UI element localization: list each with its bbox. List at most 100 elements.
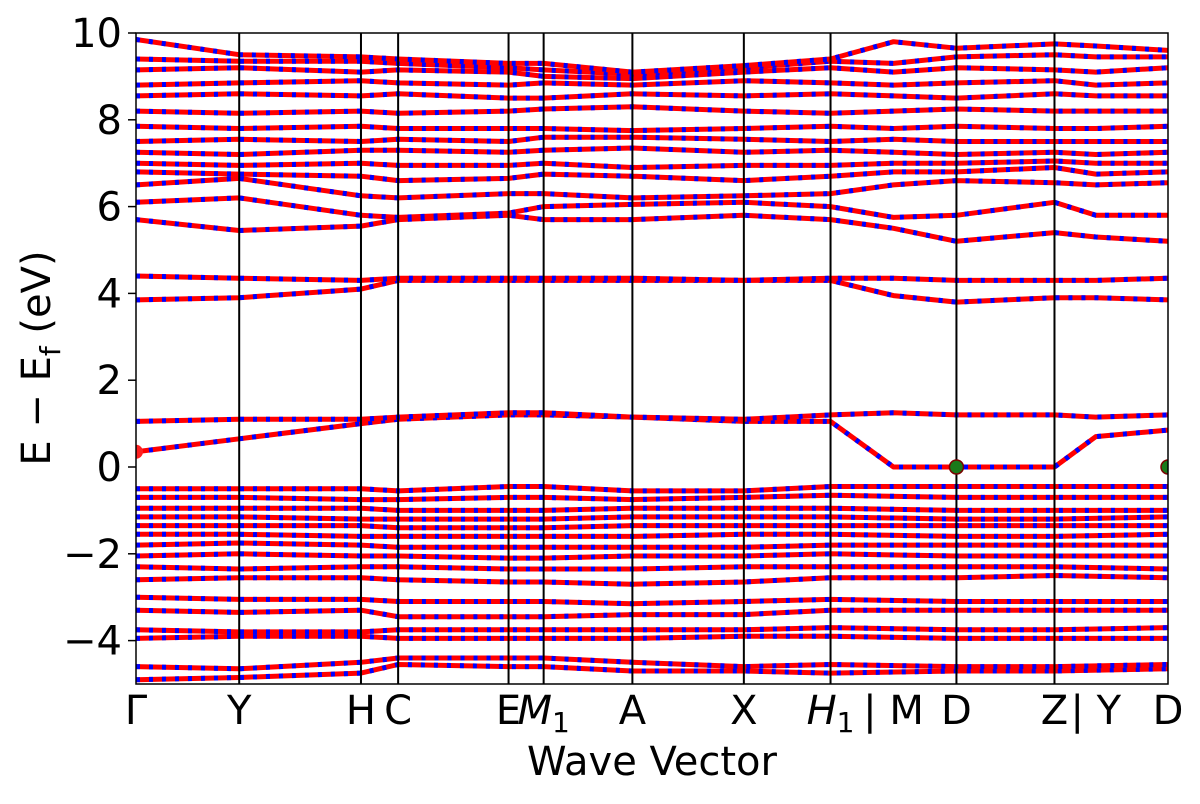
band-16-dash [136,412,1168,470]
y-axis-label: E − Ef (eV) [14,250,67,465]
marker-1 [948,459,965,475]
band-28-line [136,104,1168,116]
band-13 [136,505,1168,513]
band-17 [136,410,1168,424]
band-23-line [136,165,1168,184]
band-1-line [136,655,1168,672]
y-tick-label-2: 0 [97,445,122,491]
band-9-line [136,540,1168,550]
band-29-line [136,91,1168,101]
bands-layer [136,37,1168,683]
y-tick-label-3: 2 [97,358,122,404]
x-axis-label: Wave Vector [527,739,778,785]
band-18 [136,277,1168,305]
band-7 [136,564,1168,572]
band-22 [136,175,1168,201]
band-28 [136,104,1168,116]
band-13-line [136,505,1168,513]
x-tick-label-8-sub: 1 [837,706,855,739]
band-25-line [136,145,1168,157]
y-tick-label-6: 8 [97,98,122,144]
x-tick-label-10: D [941,688,972,734]
band-12-line [136,514,1168,522]
band-19 [136,273,1168,283]
x-tick-label-13: D [1153,688,1184,734]
band-21 [136,195,1168,220]
y-tick-label-7: 10 [71,11,122,57]
y-axis-label-sub: f [34,345,67,356]
band-1 [136,655,1168,672]
band-5-line [136,594,1168,607]
band-2-line [136,633,1168,641]
band-11 [136,523,1168,531]
x-tick-label-5: M1 [517,688,569,739]
y-tick-label-1: −2 [63,532,122,578]
band-18-line [136,277,1168,305]
x-tick-label-5-main: M [517,688,552,734]
band-30-line [136,78,1168,88]
band-33 [136,37,1168,75]
x-tick-label-5-sub: 1 [552,706,570,739]
y-tick-label-5: 6 [97,185,122,231]
band-7-line [136,564,1168,572]
band-15 [136,484,1168,494]
band-9 [136,540,1168,550]
y-tick-label-4: 4 [97,271,122,317]
band-0-line [136,662,1168,683]
band-15-line [136,484,1168,494]
band-4 [136,607,1168,620]
y-axis-label-unit: (eV) [14,250,60,346]
x-tick-label-4: E [496,688,521,734]
band-27-line [136,123,1168,134]
band-10-line [136,531,1168,539]
markers-layer [136,444,1168,475]
x-tick-label-1: Y [226,688,252,734]
band-27 [136,123,1168,134]
band-20-line [136,212,1168,244]
y-axis: −4 −2 0 2 4 6 8 10 [63,11,136,665]
band-6-line [136,573,1168,587]
band-10 [136,531,1168,539]
band-2 [136,633,1168,641]
band-8 [136,551,1168,561]
y-axis-label-main: E − E [14,356,60,466]
x-tick-label-11: Z [1041,688,1068,734]
band-26-line [136,134,1168,144]
band-24 [136,158,1168,171]
x-tick-label-9: | M [863,688,924,734]
x-tick-label-3: C [384,688,412,734]
band-22-line [136,175,1168,201]
band-16 [136,412,1168,470]
band-25 [136,145,1168,158]
band-6 [136,572,1168,587]
x-tick-label-0: Γ [125,688,148,734]
band-5 [136,594,1168,607]
band-19-line [136,273,1168,283]
band-16-line [136,412,1168,470]
band-0 [136,661,1168,683]
marker-0 [136,444,143,459]
band-14 [136,492,1168,503]
plot-frame [135,32,1169,685]
band-26 [136,134,1168,145]
band-12 [136,514,1168,522]
band-20 [136,212,1168,244]
band-17-line [136,410,1168,424]
band-4-line [136,607,1168,620]
band-3-line [136,625,1168,635]
x-tick-label-7: X [730,688,757,734]
band-14-line [136,492,1168,503]
band-31 [136,65,1168,82]
band-29 [136,91,1168,101]
band-11-line [136,523,1168,531]
band-31-line [136,65,1168,82]
band-21-line [136,195,1168,220]
x-tick-label-6: A [619,688,647,734]
y-tick-label-0: −4 [63,619,122,665]
band-30 [136,78,1168,88]
kpoint-lines [238,33,1056,684]
band-23 [136,164,1168,184]
